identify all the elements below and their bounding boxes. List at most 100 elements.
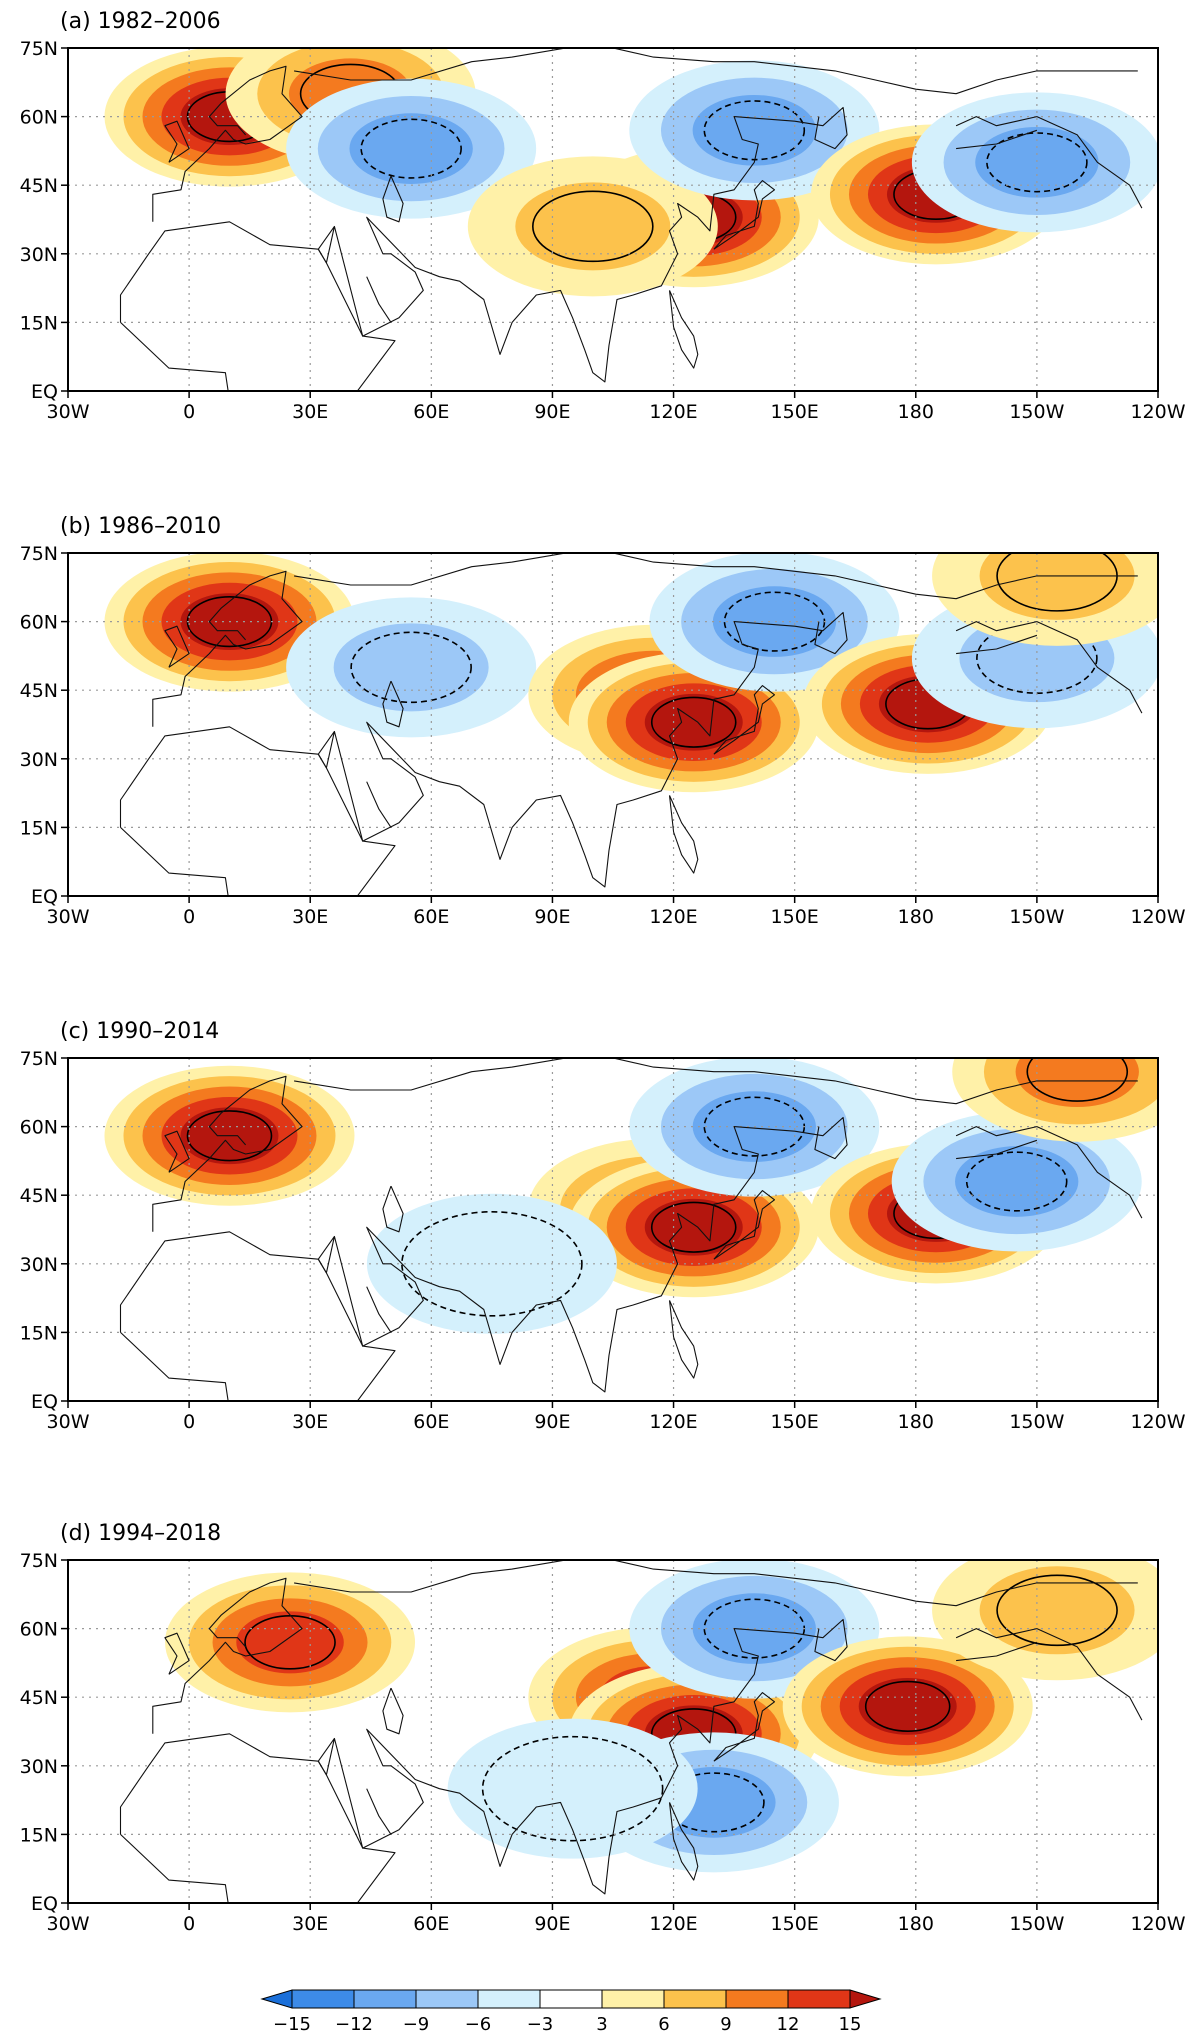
anomaly-field (104, 1058, 1158, 1334)
colorbar-swatch (725, 1989, 789, 2009)
colorbar-label: 15 (839, 2014, 862, 2035)
gridlines (68, 553, 1158, 896)
coastline-segment (164, 625, 190, 668)
lon-tick-label: 150E (771, 1913, 819, 1935)
significance-contour (350, 631, 472, 704)
coastline-segment (366, 781, 392, 828)
lon-tick-label: 90E (534, 1411, 570, 1433)
anomaly-field (104, 553, 1158, 793)
coastline-segment (366, 1788, 392, 1835)
lat-tick-label: 15N (20, 1824, 58, 1846)
anomaly-contour (515, 182, 671, 271)
lon-tick-label: 180 (898, 1411, 934, 1433)
coastline-segment (713, 1692, 776, 1762)
coastline (119, 48, 1143, 391)
coastline-segment (152, 570, 303, 727)
coastline (119, 1560, 1143, 1903)
coastline-segment (382, 175, 404, 223)
significance-contour (532, 190, 654, 263)
coastline-segment (955, 1628, 1143, 1721)
colorbar-swatch (663, 1989, 727, 2009)
significance-contour (965, 1151, 1068, 1212)
lon-tick-label: 90E (534, 1913, 570, 1935)
lon-tick-label: 120E (649, 1411, 697, 1433)
coastline (119, 553, 1143, 896)
coastline-segment (713, 180, 776, 250)
lat-tick-label: EQ (31, 381, 58, 403)
significance-contour (663, 1772, 765, 1833)
lat-axis: 75N 60N 45N 30N 15N EQ (20, 543, 68, 908)
lon-tick-label: 150W (1009, 906, 1064, 928)
coastline-segment (955, 621, 1143, 714)
coastline-segment (294, 1560, 1138, 1607)
panel-title: (d) 1994–2018 (60, 1521, 221, 1546)
lat-tick-label: 75N (20, 543, 58, 565)
lat-tick-label: 30N (20, 749, 58, 771)
coastline-segment (152, 1577, 303, 1734)
lon-tick-label: 60E (413, 401, 449, 423)
lon-tick-label: 90E (534, 906, 570, 928)
lon-axis: 30W 0 30E 60E 90E 120E 150E 180 150W 120W (47, 1401, 1186, 1433)
coastline (119, 1058, 1143, 1401)
coastline-segment (366, 276, 392, 323)
lon-tick-label: 150W (1009, 1913, 1064, 1935)
lat-tick-label: 30N (20, 244, 58, 266)
significance-contour (703, 100, 806, 161)
coastline-segment (294, 1058, 1138, 1105)
coastline-segment (317, 106, 848, 383)
anomaly-contour (644, 693, 743, 751)
anomaly-contour (858, 1677, 957, 1735)
anomaly-contour (692, 94, 816, 166)
lat-axis: 75N 60N 45N 30N 15N EQ (20, 38, 68, 403)
coastline-segment (956, 129, 1038, 150)
colorbar: −15 −12 −9 −6 −3 3 6 9 12 15 (260, 1989, 882, 2035)
lon-tick-label: 150E (771, 401, 819, 423)
lon-tick-label: 120W (1130, 401, 1185, 423)
lat-tick-label: 30N (20, 1254, 58, 1276)
significance-contour (650, 696, 737, 748)
lon-tick-label: 150W (1009, 1411, 1064, 1433)
lat-axis: 75N 60N 45N 30N 15N EQ (20, 1550, 68, 1915)
coastline-segment (366, 1286, 392, 1333)
panel-b: (b) 1986–2010 75N 60N 45N 30N 15N EQ 30W 0 30E 6… (20, 514, 1186, 928)
lat-tick-label: 75N (20, 1048, 58, 1070)
lon-tick-label: 120W (1130, 1411, 1185, 1433)
coastline-segment (713, 685, 776, 755)
lon-axis: 30W 0 30E 60E 90E 120E 150E 180 150W 120W (47, 896, 1186, 928)
panel-title: (c) 1990–2014 (60, 1019, 219, 1044)
lon-tick-label: 90E (534, 401, 570, 423)
panel-c: (c) 1990–2014 75N 60N 45N 30N 15N EQ 30W 0 30E 6… (20, 1019, 1186, 1433)
lat-tick-label: EQ (31, 886, 58, 908)
colorbar-label: 9 (720, 2014, 731, 2035)
lon-tick-label: 150E (771, 906, 819, 928)
lon-tick-label: 150E (771, 1411, 819, 1433)
lat-tick-label: EQ (31, 1893, 58, 1915)
coastline-segment (119, 726, 396, 896)
coastline-segment (956, 634, 1038, 655)
panel-a: (a) 1982–2006 75N 60N 45N 30N 15N EQ 30W 0 30E 6… (20, 9, 1186, 423)
plot-frame (67, 552, 1159, 897)
significance-contour (481, 1735, 664, 1842)
significance-contour (360, 118, 462, 179)
lon-tick-label: 120E (649, 1913, 697, 1935)
coastline-segment (294, 48, 1138, 95)
colorbar-swatch (353, 1989, 417, 2009)
lon-tick-label: 0 (183, 906, 195, 928)
anomaly-contour (349, 113, 473, 184)
significance-contour (1026, 1058, 1129, 1102)
lon-tick-label: 30E (292, 906, 328, 928)
lon-tick-label: 30E (292, 401, 328, 423)
lat-tick-label: 15N (20, 1322, 58, 1344)
colorbar-label: −6 (465, 2014, 492, 2035)
colorbar-swatch (477, 1989, 541, 2009)
lon-tick-label: 30W (47, 401, 90, 423)
colorbar-label: −12 (335, 2014, 373, 2035)
colorbar-label: −15 (273, 2014, 311, 2035)
lat-tick-label: 45N (20, 680, 58, 702)
gridlines (68, 48, 1158, 391)
colorbar-label: 12 (777, 2014, 800, 2035)
colorbar-labels: −15 −12 −9 −6 −3 3 6 9 12 15 (273, 2014, 861, 2035)
coastline-segment (668, 1300, 699, 1379)
anomaly-field (165, 1560, 1158, 1873)
anomaly-contour (975, 127, 1099, 198)
